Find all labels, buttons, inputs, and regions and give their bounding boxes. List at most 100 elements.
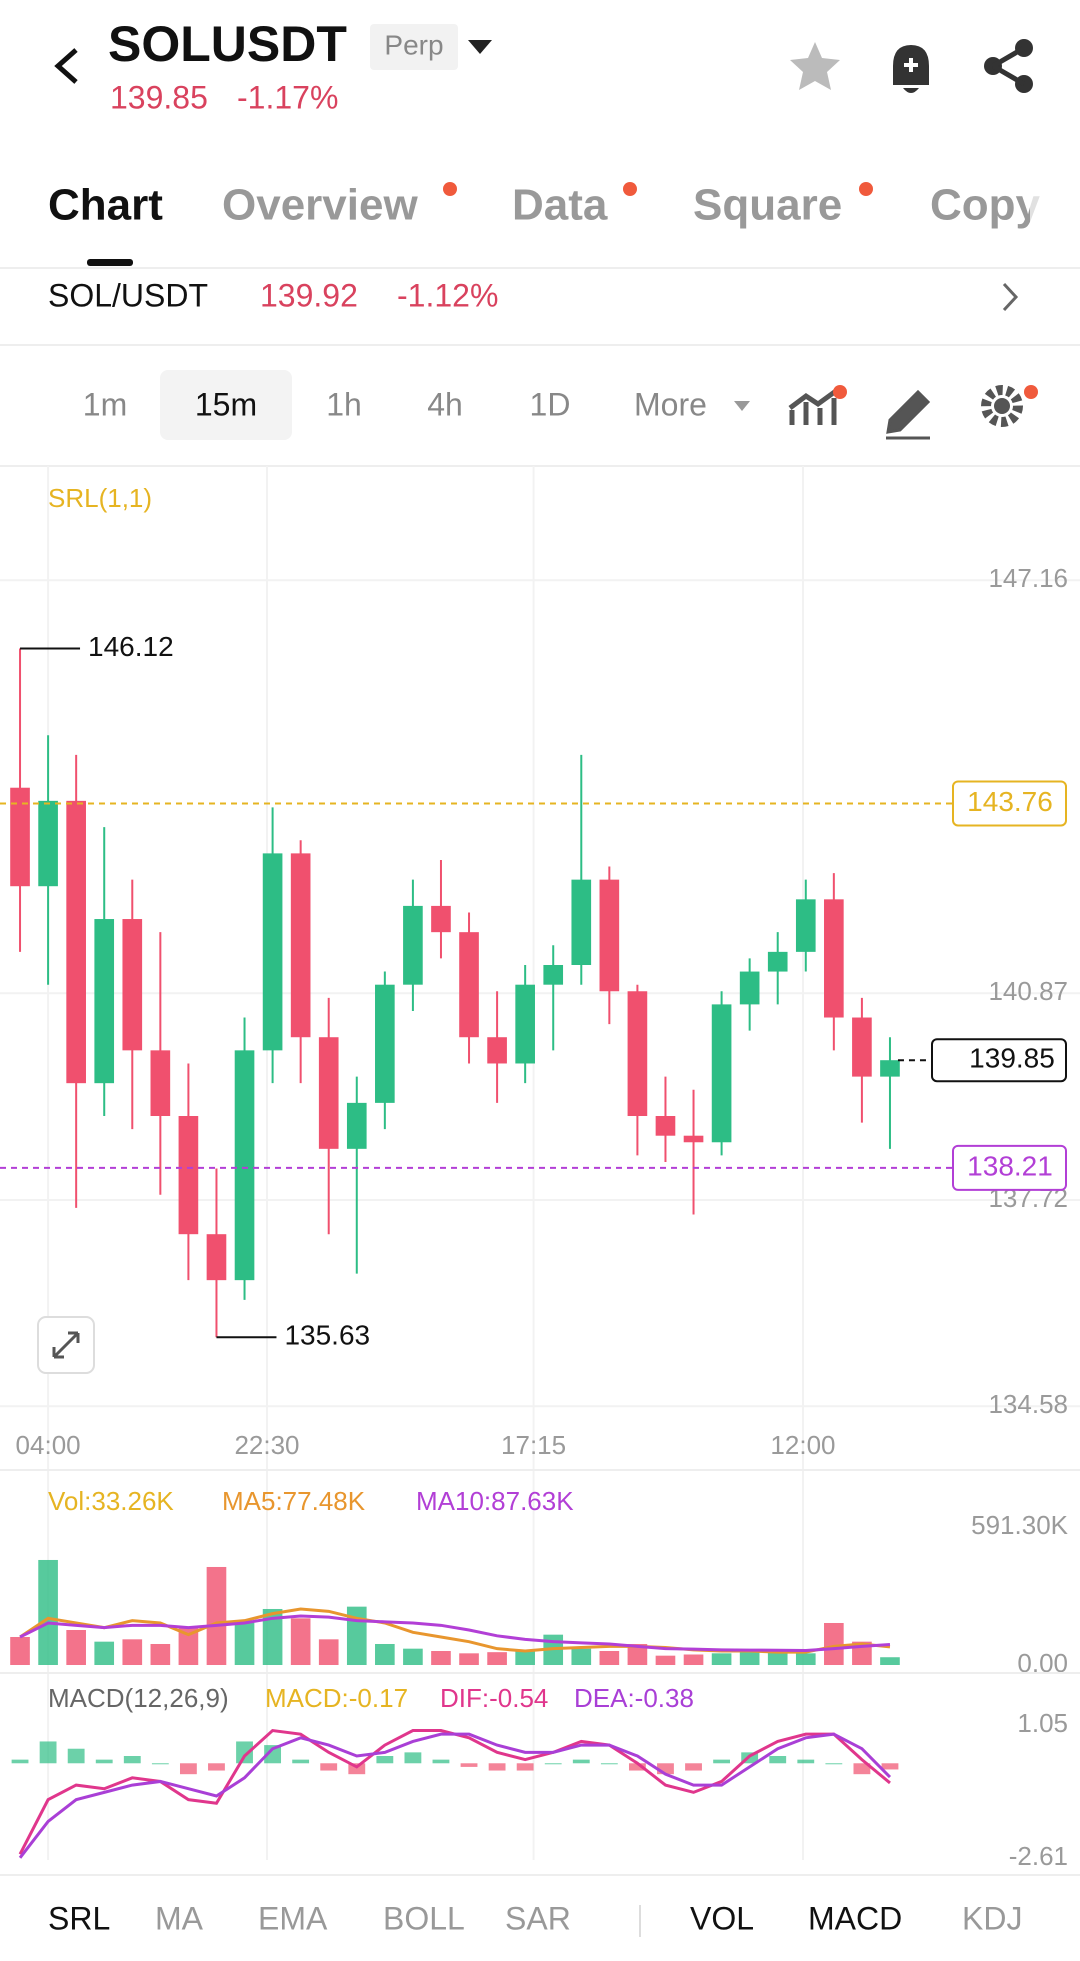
ticker-price: 139.92 [260,277,358,313]
vol-bar [262,1608,283,1665]
macd-bar [488,1763,506,1771]
tab-dots [443,182,873,196]
candle-body [880,1060,900,1077]
favorite-icon[interactable] [790,42,840,90]
candle-body [346,1102,367,1149]
interval[interactable]: 1D [530,386,571,422]
candle-body [543,964,564,985]
current-price-box [931,1038,1067,1083]
chevron[interactable] [1002,282,1019,312]
y-tick-label: 134.58 [988,1389,1068,1419]
vol-bar [824,1622,844,1665]
macd-tick-label: -2.61 [1009,1841,1068,1871]
interval[interactable]: 15m [195,386,257,422]
macd-bar [264,1745,282,1764]
macd-bar [685,1763,702,1771]
macd-bar [11,1759,29,1764]
srl-box [952,1144,1067,1191]
vol-bar [515,1650,535,1665]
tab[interactable]: Chart [48,181,163,230]
interval[interactable]: More [634,386,707,422]
indicator-label: SRL(1,1) [48,483,152,513]
draw-icon[interactable] [886,389,931,440]
macd-bar [797,1759,815,1764]
vol-bar [403,1648,423,1665]
ticker-change: -1.12% [397,277,498,313]
indicator-tab[interactable]: MA [155,1900,204,1936]
tab-indicator [87,259,133,266]
alert-plus [904,58,918,72]
interval-selected [160,370,292,440]
macd-bar [123,1756,141,1764]
indicator-tab[interactable]: SRL [48,1900,110,1936]
extreme-label: 135.63 [284,1320,370,1351]
tab[interactable]: Data [512,181,608,230]
x-tick-label: 12:00 [770,1430,835,1460]
macd-legend: DEA:-0.38 [574,1683,694,1713]
candle-body [739,971,760,1005]
badge: Perp [384,29,443,60]
macd-bar [236,1741,253,1764]
dropdown[interactable] [468,40,492,54]
candle-body [852,1017,872,1077]
candle-body [150,1050,171,1117]
y-tick-label: 147.16 [988,563,1068,593]
vol-bar [290,1618,311,1665]
candle-body [94,919,115,1084]
candle-body [178,1116,199,1235]
macd-legend: MACD:-0.17 [265,1683,408,1713]
settings-icon[interactable] [981,385,1023,427]
vol-legend: Vol:33.26K [48,1486,174,1516]
indicator-tab[interactable]: SAR [505,1900,571,1936]
interval[interactable]: 1h [326,386,362,422]
candle-body [824,899,844,1018]
x-tick-label: 17:15 [501,1430,566,1460]
candle-body [459,932,479,1038]
back-button[interactable] [54,48,78,84]
macd-bar [376,1756,394,1764]
indicator-tab[interactable]: BOLL [383,1900,465,1936]
macd-bar [320,1763,338,1771]
candle-body [262,853,283,1051]
icon-dots [833,385,1038,399]
indicator-tab[interactable]: EMA [258,1900,328,1936]
vol-bar [94,1641,115,1665]
expand-icon [52,1331,80,1359]
vol-bar [739,1650,760,1665]
tab[interactable]: Square [693,181,842,230]
vol-bar [206,1566,227,1665]
vol-bar [431,1650,451,1665]
tab[interactable]: Copy [930,181,1041,230]
vol-bar [711,1653,732,1665]
candle-body [655,1116,676,1136]
share-icon[interactable] [984,39,1033,93]
vol-legend: MA10:87.63K [416,1486,574,1516]
candle-body [571,879,592,965]
macd-bar [460,1763,478,1767]
indicator-tab[interactable]: VOL [690,1900,754,1936]
vol-bar [122,1639,143,1665]
interval[interactable]: 4h [427,386,463,422]
interval[interactable]: 1m [83,386,127,422]
macd-legend: MACD(12,26,9) [48,1683,229,1713]
candle-body [10,787,30,887]
current-price-label: 139.85 [969,1043,1055,1074]
tab[interactable]: Overview [222,181,418,230]
indicator-icon[interactable] [788,385,842,425]
macd-bar [348,1763,366,1775]
vol-bar [880,1657,900,1665]
indicator-tab[interactable]: MACD [808,1900,902,1936]
pair: SOL/USDT [48,277,208,313]
candle-body [487,1037,507,1064]
indicator-tab[interactable]: KDJ [962,1900,1022,1936]
macd-tick-label: 1.05 [1017,1708,1068,1738]
macd-bar [544,1763,562,1765]
vol-tick-label: 591.30K [971,1510,1069,1540]
candle-body [206,1234,227,1281]
candle-body [795,899,816,952]
macd-bar [179,1763,197,1775]
vol-bar [459,1653,479,1665]
macd-bar [292,1759,310,1764]
price: 139.85 [110,79,208,115]
